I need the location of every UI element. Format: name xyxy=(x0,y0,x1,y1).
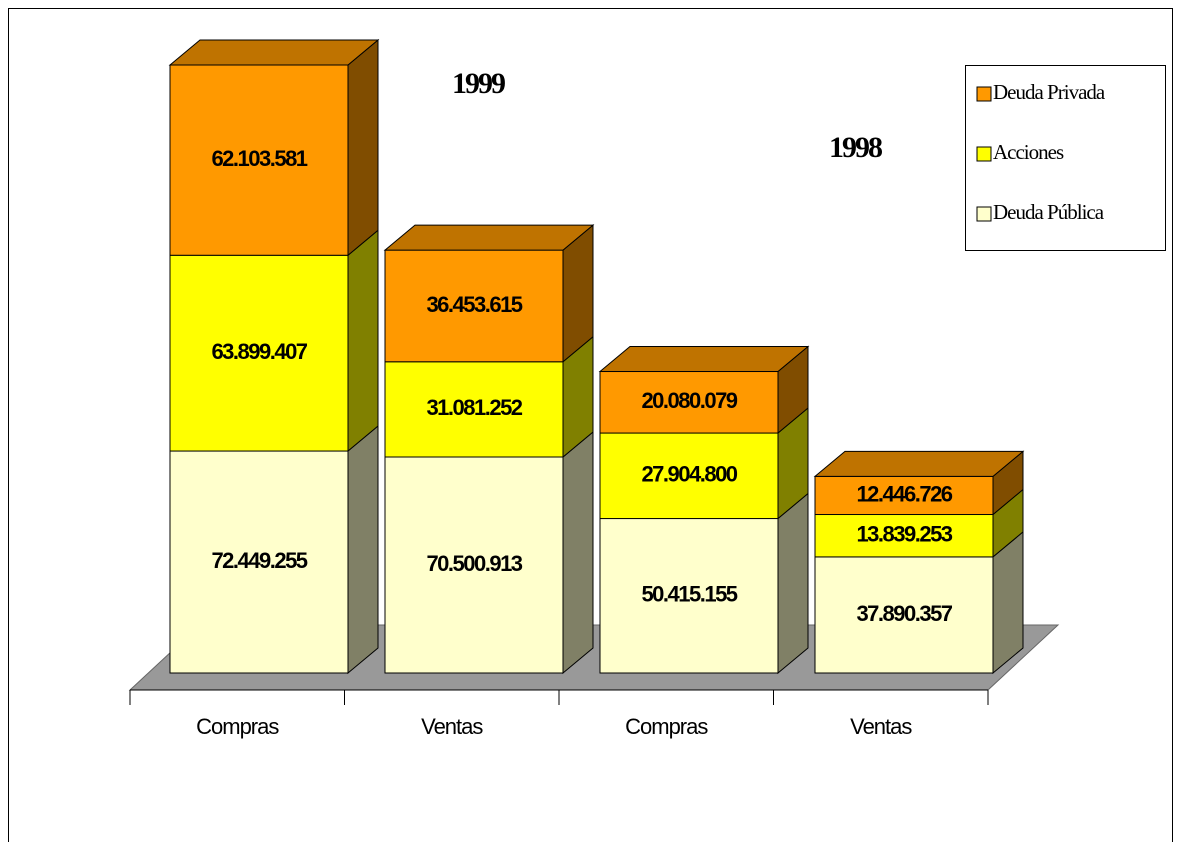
bar-side xyxy=(347,424,379,675)
value-label: 31.081.252 xyxy=(426,395,522,420)
bar-side xyxy=(347,38,379,257)
legend-swatch xyxy=(976,86,992,102)
x-tick-label: Compras xyxy=(625,714,708,739)
annotation: 1998 xyxy=(829,131,882,164)
legend-box xyxy=(965,65,1166,251)
value-label: 50.415.155 xyxy=(641,582,737,607)
value-label: 13.839.253 xyxy=(856,522,952,547)
x-tick-label: Ventas xyxy=(421,714,483,739)
bar-top xyxy=(598,346,810,373)
bar-segment xyxy=(814,475,994,516)
value-label: 37.890.357 xyxy=(856,601,952,626)
bar-segment xyxy=(384,361,564,458)
bar-top xyxy=(813,450,1025,477)
legend-swatch xyxy=(976,206,992,222)
legend-label: Acciones xyxy=(993,140,1064,164)
bar-segment xyxy=(169,450,349,674)
bar-segment xyxy=(599,432,779,520)
value-label: 70.500.913 xyxy=(426,551,522,576)
x-tick-label: Ventas xyxy=(850,714,912,739)
value-label: 62.103.581 xyxy=(211,146,307,171)
value-label: 12.446.726 xyxy=(856,481,952,506)
value-label: 20.080.079 xyxy=(641,388,737,413)
bar-segment xyxy=(169,254,349,452)
bar-segment xyxy=(814,556,994,674)
value-label: 36.453.615 xyxy=(426,292,522,317)
legend-label: Deuda Privada xyxy=(993,80,1106,104)
annotation: 1999 xyxy=(452,67,505,100)
bar-side xyxy=(562,430,594,675)
value-label: 63.899.407 xyxy=(211,339,307,364)
bar-top xyxy=(383,224,595,251)
bar-segment xyxy=(599,371,779,434)
value-label: 27.904.800 xyxy=(641,462,737,487)
bar-top xyxy=(168,39,380,66)
bar-side xyxy=(777,492,809,675)
value-label: 72.449.255 xyxy=(211,548,307,573)
bar-segment xyxy=(384,249,564,363)
x-tick-label: Compras xyxy=(196,714,279,739)
legend-swatch xyxy=(976,146,992,162)
legend-label: Deuda Pública xyxy=(993,200,1105,224)
bar-side xyxy=(347,229,379,453)
